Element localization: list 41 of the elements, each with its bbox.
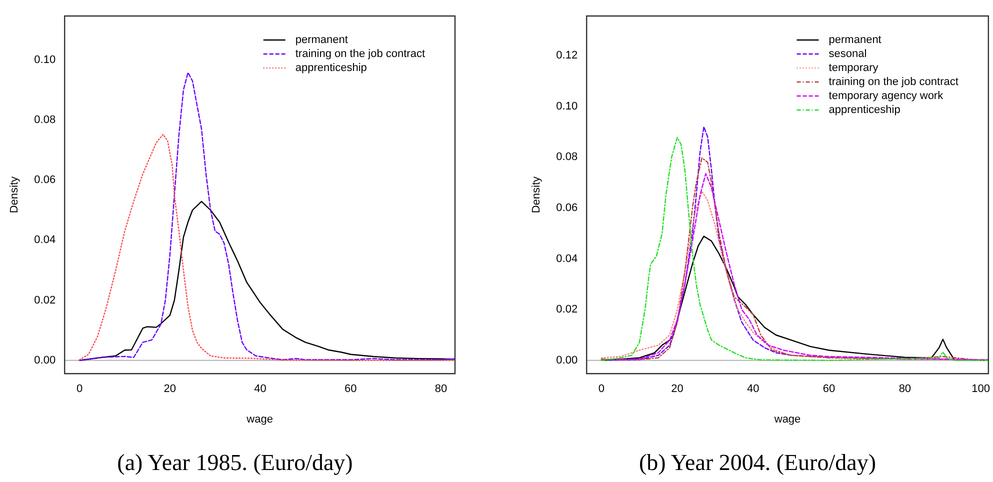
legend-label: training on the job contract bbox=[295, 48, 426, 60]
legend-label: apprenticeship bbox=[295, 62, 367, 74]
x-tick-label: 40 bbox=[747, 383, 760, 396]
line-series bbox=[78, 134, 455, 361]
x-axis-title: wage bbox=[246, 413, 273, 426]
y-tick-label: 0.02 bbox=[34, 294, 56, 306]
x-tick-label: 80 bbox=[434, 383, 448, 396]
text: (b) Year 2004. (Euro/day) bbox=[638, 450, 877, 476]
x-tick-label: 40 bbox=[254, 383, 266, 396]
x-tick-label: 80 bbox=[898, 383, 912, 396]
legend-label: permanent bbox=[295, 34, 348, 46]
text: (a) Year 1985. (Euro/day) bbox=[116, 450, 354, 476]
y-tick-label: 0.10 bbox=[556, 100, 578, 112]
y-tick-label: 0.04 bbox=[556, 252, 578, 265]
y-tick-label: 0.06 bbox=[556, 202, 578, 214]
x-tick-label: 0 bbox=[76, 383, 83, 396]
y-tick-label: 0.00 bbox=[34, 354, 56, 366]
legend-label: permanent bbox=[828, 34, 882, 46]
y-tick-label: 0.02 bbox=[556, 304, 578, 316]
legend-label: temporary bbox=[828, 62, 879, 74]
legend-label: training on the job contract bbox=[828, 76, 958, 88]
y-tick-label: 0.08 bbox=[34, 114, 56, 126]
x-tick-label: 60 bbox=[344, 383, 357, 396]
y-axis-title: Density bbox=[530, 176, 543, 214]
x-tick-label: 20 bbox=[164, 383, 176, 396]
y-axis-title: Density bbox=[8, 176, 21, 214]
x-axis-title: wage bbox=[773, 413, 801, 426]
legend-label: temporary agency work bbox=[828, 90, 944, 102]
x-tick-label: 20 bbox=[671, 383, 684, 396]
y-tick-label: 0.10 bbox=[34, 54, 56, 66]
x-tick-label: 0 bbox=[598, 383, 604, 396]
y-tick-label: 0.04 bbox=[34, 234, 56, 246]
x-tick-label: 100 bbox=[972, 383, 990, 396]
y-tick-label: 0.00 bbox=[556, 354, 578, 366]
y-tick-label: 0.08 bbox=[556, 151, 578, 164]
line-series bbox=[78, 72, 455, 361]
legend-label: apprenticeship bbox=[828, 104, 900, 116]
legend-label: sesonal bbox=[828, 48, 867, 60]
y-tick-label: 0.06 bbox=[34, 174, 56, 186]
x-tick-label: 60 bbox=[822, 383, 836, 396]
y-tick-label: 0.12 bbox=[556, 50, 578, 62]
